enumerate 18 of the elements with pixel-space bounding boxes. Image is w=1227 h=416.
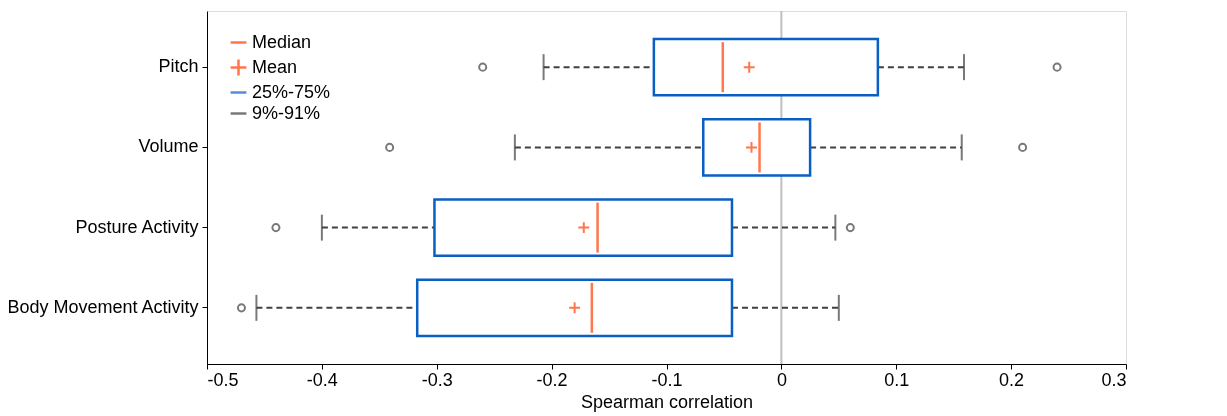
x-tick-label: -0.2 [536, 369, 568, 390]
x-tick-label: 0.1 [884, 369, 910, 390]
x-tick-label: 0.2 [999, 369, 1025, 390]
x-axis-title: Spearman correlation [580, 391, 754, 412]
y-tick-label: Volume [138, 136, 199, 157]
x-tick-label: 0.3 [1101, 369, 1127, 390]
y-tick-label: Pitch [158, 56, 199, 77]
annotation: 25%-75% [252, 81, 331, 102]
x-tick-label: -0.5 [207, 369, 239, 390]
x-tick-label: -0.4 [306, 369, 338, 390]
y-tick-label: Posture Activity [75, 216, 199, 237]
y-tick-label: Body Movement Activity [7, 296, 199, 317]
x-tick-label: -0.1 [651, 369, 683, 390]
annotation: Mean [252, 56, 298, 77]
annotation: Median [252, 31, 312, 52]
x-tick-label: -0.3 [421, 369, 453, 390]
annotation: 9%-91% [252, 102, 321, 123]
x-tick-label: 0 [776, 369, 787, 390]
